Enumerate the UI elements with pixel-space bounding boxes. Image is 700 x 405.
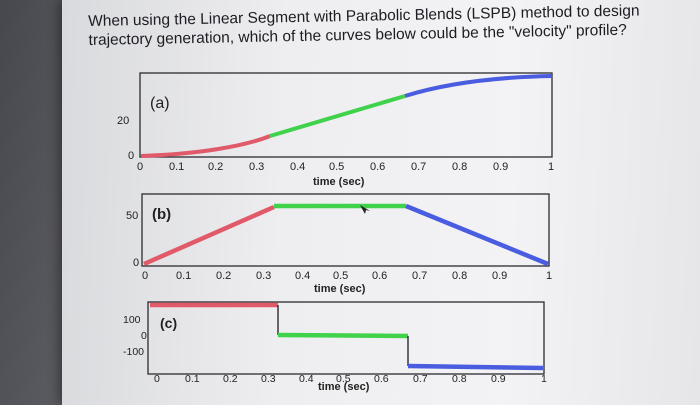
plot-a-xtick-5: 0.5	[329, 161, 344, 173]
plot-b-xtick-10: 1	[546, 270, 552, 282]
plot-b-xticks: 0 0.1 0.2 0.3 0.4 0.5 0.6 0.7 0.8 0.9 1	[142, 270, 552, 282]
plot-a-linear	[269, 94, 406, 138]
plot-c-xtick-5: 0.5	[336, 373, 351, 385]
plot-c-xticks: 0 0.1 0.2 0.3 0.4 0.5 0.6 0.7 0.8 0.9 1	[154, 373, 547, 385]
plot-c-xtick-8: 0.8	[452, 373, 467, 385]
plot-a-xtick-10: 1	[548, 161, 554, 173]
plot-a-xtick-4: 0.4	[290, 161, 305, 173]
mouse-cursor-icon	[360, 205, 370, 214]
plot-c-xlabel: time (sec)	[318, 381, 370, 393]
plot-a: (a) 20 0 0 0.1 0.2 0.3 0.4 0.5 0.6 0.7 0…	[117, 72, 554, 188]
plot-c-xtick-6: 0.6	[374, 373, 389, 385]
plot-b: (b) 50 0 0 0.1 0.2 0.3 0.4 0.5 0.6 0.7 0…	[126, 193, 552, 295]
plot-a-xticks: 0 0.1 0.2 0.3 0.4 0.5 0.6 0.7 0.8 0.9 1	[137, 161, 554, 173]
plot-a-blend-start	[140, 134, 271, 158]
plot-c-ytick-0: 0	[141, 330, 147, 342]
plot-a-xtick-1: 0.1	[169, 161, 184, 173]
plot-a-xtick-8: 0.8	[452, 161, 467, 173]
plot-c-level-zero	[277, 332, 409, 339]
plot-b-ramp-up	[143, 204, 275, 267]
plot-c-frame	[147, 301, 545, 375]
plot-a-xtick-2: 0.2	[208, 161, 223, 173]
plot-a-xtick-6: 0.6	[370, 161, 385, 173]
plot-b-xtick-6: 0.6	[372, 270, 387, 282]
plot-b-xtick-2: 0.2	[216, 270, 231, 282]
plot-b-xtick-4: 0.4	[295, 270, 310, 282]
plot-b-xtick-1: 0.1	[176, 270, 191, 282]
plot-a-xtick-0: 0	[137, 161, 143, 173]
plot-c-xtick-9: 0.9	[491, 373, 506, 385]
plot-b-xtick-8: 0.8	[452, 270, 467, 282]
plot-c-xtick-10: 1	[541, 373, 547, 385]
plot-b-xtick-3: 0.3	[256, 270, 271, 282]
plot-a-ytick-20: 20	[117, 115, 129, 127]
plot-a-xlabel: time (sec)	[313, 176, 365, 188]
plot-a-label: (a)	[150, 95, 170, 112]
plot-b-xtick-5: 0.5	[333, 270, 348, 282]
plot-c-xtick-2: 0.2	[223, 373, 238, 385]
plot-b-xtick-0: 0	[142, 270, 148, 282]
plot-c-xtick-7: 0.7	[413, 373, 428, 385]
plot-a-xtick-9: 0.9	[493, 161, 508, 173]
plot-c: (c) 100 0 -100 0 0.1 0.2 0.3 0.4 0.5 0.6…	[123, 301, 547, 393]
plot-c-level-low	[407, 363, 544, 371]
plot-c-ytick-100: 100	[123, 314, 141, 326]
plot-b-ytick-50: 50	[126, 210, 138, 222]
plot-b-label: (b)	[152, 206, 171, 223]
plot-b-xlabel: time (sec)	[314, 283, 366, 295]
plot-a-frame	[139, 72, 553, 158]
plot-c-xtick-0: 0	[154, 373, 160, 385]
plot-c-xtick-3: 0.3	[261, 373, 276, 385]
plot-b-xtick-9: 0.9	[492, 270, 507, 282]
plot-a-ytick-0: 0	[128, 150, 134, 162]
plot-b-frame	[141, 193, 550, 267]
plot-c-xtick-4: 0.4	[299, 373, 314, 385]
plot-b-ytick-0: 0	[133, 257, 139, 269]
plot-a-blend-end	[404, 74, 553, 98]
plot-c-label: (c)	[160, 315, 177, 331]
plot-b-xtick-7: 0.7	[412, 270, 427, 282]
plot-a-xtick-3: 0.3	[249, 161, 264, 173]
plot-b-ramp-down	[405, 203, 549, 267]
plot-c-xtick-1: 0.1	[185, 373, 200, 385]
plot-a-xtick-7: 0.7	[411, 161, 426, 173]
plot-c-ytick-neg100: -100	[123, 346, 144, 358]
